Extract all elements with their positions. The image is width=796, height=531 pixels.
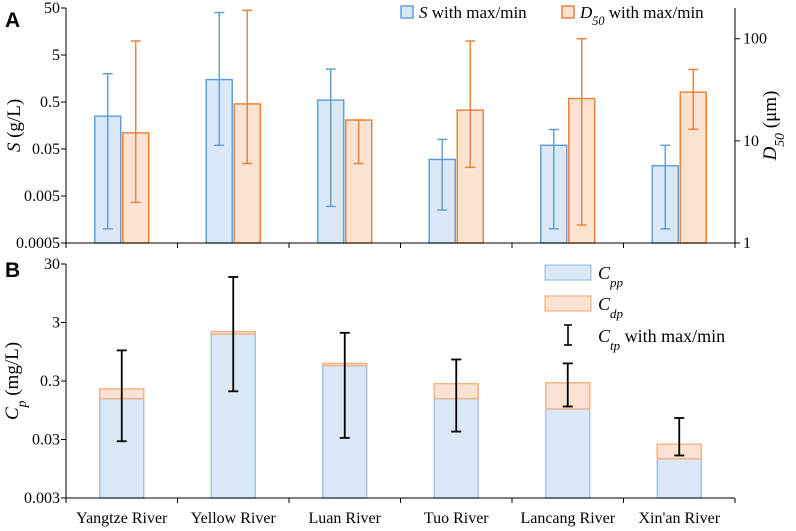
errorbar-d50-0 bbox=[130, 40, 141, 204]
y-tick-label-left-a: 0.5 bbox=[40, 94, 60, 111]
errorbar-ctp-4 bbox=[562, 362, 573, 408]
errorbar-s-3 bbox=[437, 138, 448, 211]
errorbar-d50-5 bbox=[688, 68, 699, 130]
legend-swatch-a-1 bbox=[561, 5, 575, 19]
legend-a: S with max/min D50 with max/min bbox=[400, 3, 704, 28]
legend-swatch-cpp bbox=[544, 264, 592, 281]
errorbar-ctp-2 bbox=[339, 331, 350, 439]
ylabel-symbol: S bbox=[4, 142, 25, 152]
errorbar-s-0 bbox=[102, 73, 113, 230]
y-tick-label-right-a: 10 bbox=[743, 133, 759, 150]
legend-swatch-a-0 bbox=[400, 5, 414, 19]
x-tick-label-b: Lancang River bbox=[520, 510, 615, 527]
legend-suffix: with max/min bbox=[605, 3, 705, 22]
x-tick-label-b: Tuo River bbox=[424, 510, 489, 527]
legend-label-a-1: D50 with max/min bbox=[579, 3, 704, 28]
errorbar-ctp-3 bbox=[451, 358, 462, 433]
legend-subscript: tp bbox=[610, 338, 621, 353]
y2label-unit: (μm) bbox=[760, 91, 781, 133]
panel-label-b: B bbox=[5, 259, 20, 282]
y-tick-label-left-a: 50 bbox=[44, 0, 60, 17]
y-tick-label-right-a: 1 bbox=[743, 235, 751, 252]
y-axis-label-right-a: D50 (μm) bbox=[760, 91, 787, 162]
bar-cpp-4 bbox=[545, 408, 591, 499]
legend-symbol: C bbox=[598, 326, 611, 346]
legend-label-b-2: Ctp with max/min bbox=[598, 326, 725, 353]
ylabel-unit: (g/L) bbox=[4, 99, 25, 143]
legend-label-b-1: Cdp bbox=[598, 294, 623, 321]
y-tick-label-b: 3 bbox=[52, 315, 60, 332]
y-tick-label-left-a: 0.005 bbox=[24, 188, 60, 205]
panel-b: B 0.003 0.03 0.3 3 30 Yangtze River Yellow Rive… bbox=[2, 256, 736, 527]
ylabel-unit: (mg/L) bbox=[2, 342, 23, 401]
legend-label-b-0: Cpp bbox=[598, 263, 623, 290]
errorbar-d50-1 bbox=[242, 9, 253, 165]
y-tick-label-b: 0.003 bbox=[24, 490, 60, 507]
legend-symbol: D bbox=[579, 3, 593, 22]
legend-subscript: pp bbox=[609, 275, 623, 290]
y-tick-label-left-a: 0.0005 bbox=[16, 235, 60, 252]
errorbar-ctp-0 bbox=[116, 349, 127, 443]
legend-symbol: C bbox=[598, 263, 611, 283]
errorbar-s-4 bbox=[548, 128, 559, 230]
y-tick-label-left-a: 0.05 bbox=[32, 141, 60, 158]
errorbar-d50-4 bbox=[576, 38, 587, 226]
y-axis-label-left-a: S (g/L) bbox=[4, 99, 25, 152]
bar-cpp-5 bbox=[656, 458, 702, 499]
legend-subscript: 50 bbox=[592, 14, 604, 28]
errorbar-d50-3 bbox=[465, 40, 476, 169]
errorbar-ctp-1 bbox=[228, 276, 239, 393]
x-tick-label-b: Yellow River bbox=[191, 510, 277, 527]
legend-symbol: S bbox=[419, 3, 428, 22]
errorbar-d50-2 bbox=[353, 119, 364, 165]
y-tick-label-b: 30 bbox=[44, 256, 60, 273]
legend-subscript: dp bbox=[610, 306, 623, 321]
y-tick-label-b: 0.03 bbox=[32, 432, 60, 449]
y-axis-label-b: Cp (mg/L) bbox=[2, 342, 29, 420]
y2label-symbol: D bbox=[760, 146, 781, 161]
legend-suffix: with max/min bbox=[620, 326, 725, 346]
legend-swatch-cdp bbox=[544, 295, 592, 312]
legend-suffix: with max/min bbox=[428, 3, 528, 22]
panel-label-a: A bbox=[5, 9, 20, 32]
x-tick-label-b: Yangtze River bbox=[76, 510, 168, 527]
legend-label-a-0: S with max/min bbox=[419, 3, 527, 22]
bars-panel-a bbox=[94, 9, 707, 244]
errorbar-s-5 bbox=[660, 144, 671, 230]
bars-panel-b bbox=[99, 276, 702, 499]
x-tick-label-b: Xin'an River bbox=[638, 510, 720, 527]
x-tick-label-b: Luan River bbox=[309, 510, 382, 527]
errorbar-ctp-5 bbox=[674, 417, 685, 457]
y-tick-label-right-a: 100 bbox=[743, 31, 767, 48]
errorbar-s-1 bbox=[214, 11, 225, 146]
errorbar-s-2 bbox=[325, 68, 336, 208]
ylabel-symbol: C bbox=[2, 407, 23, 420]
legend-symbol: C bbox=[598, 294, 611, 314]
y-tick-label-b: 0.3 bbox=[40, 373, 60, 390]
ylabel-subscript: p bbox=[14, 400, 29, 408]
y2label-subscript: 50 bbox=[772, 133, 787, 147]
legend-swatch-ctp bbox=[564, 324, 572, 346]
y-tick-label-left-a: 5 bbox=[52, 47, 60, 64]
